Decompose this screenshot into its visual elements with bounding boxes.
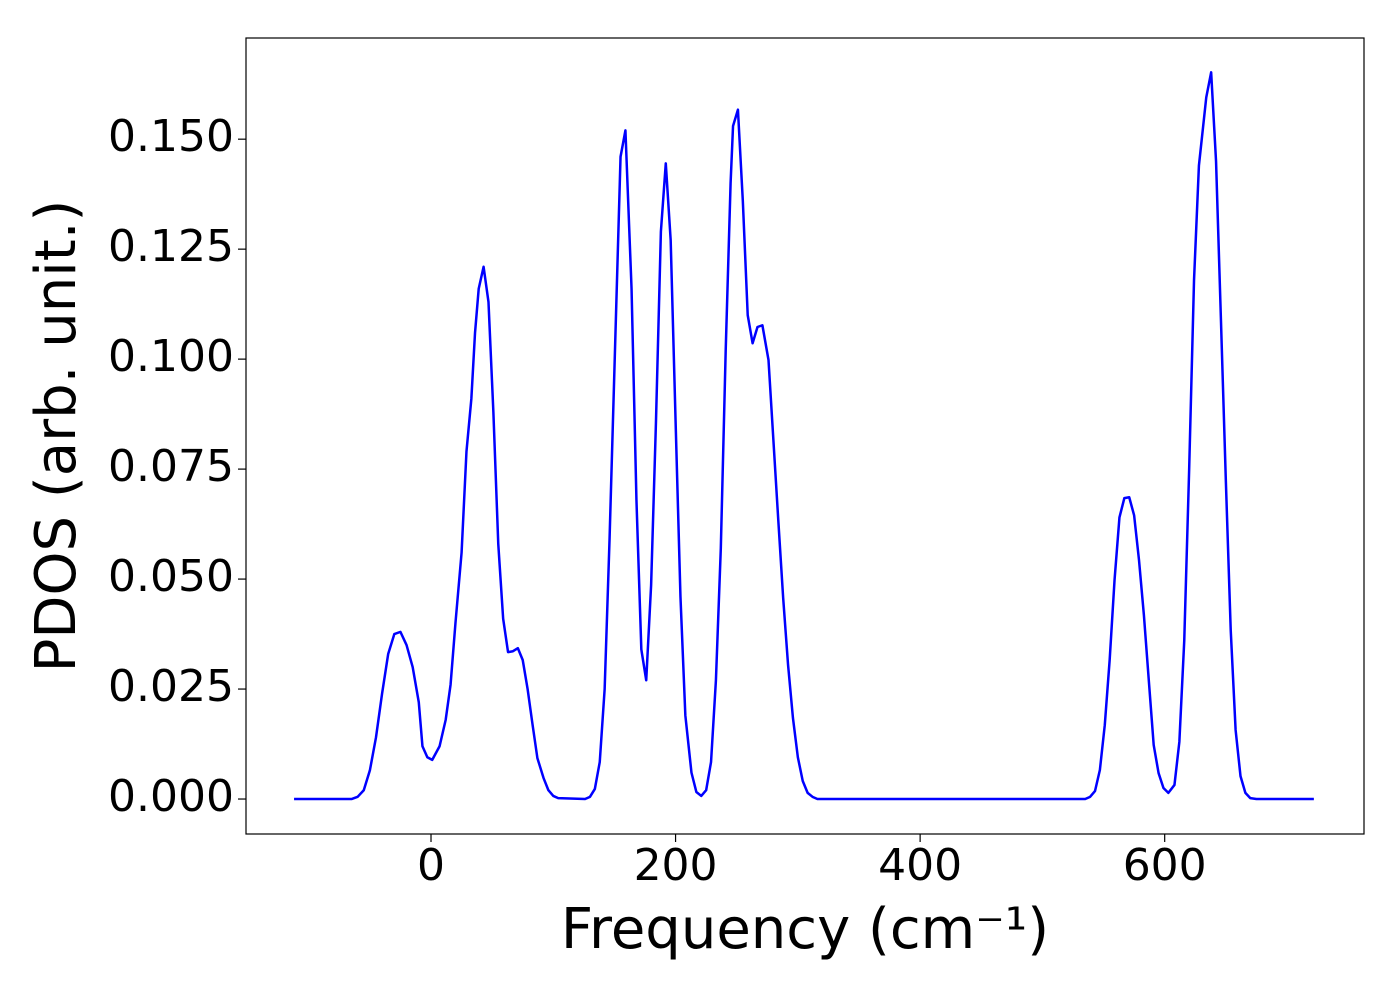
x-tick-label: 0 xyxy=(417,840,445,891)
y-tick-label: 0.100 xyxy=(108,331,234,382)
y-axis-label: PDOS (arb. unit.) xyxy=(24,200,89,673)
y-tick-label: 0.050 xyxy=(108,551,234,602)
y-tick-label: 0.125 xyxy=(108,221,234,272)
x-axis-label: Frequency (cm⁻¹) xyxy=(561,897,1049,962)
x-tick-label: 200 xyxy=(634,840,718,891)
plot-frame xyxy=(245,37,1365,835)
y-tick-label: 0.075 xyxy=(108,441,234,492)
data-line xyxy=(294,71,1314,801)
y-tick-label: 0.025 xyxy=(108,661,234,712)
x-tick-label: 600 xyxy=(1123,840,1207,891)
x-tick-label: 400 xyxy=(878,840,962,891)
y-tick-label: 0.000 xyxy=(108,771,234,822)
y-tick-label: 0.150 xyxy=(108,111,234,162)
